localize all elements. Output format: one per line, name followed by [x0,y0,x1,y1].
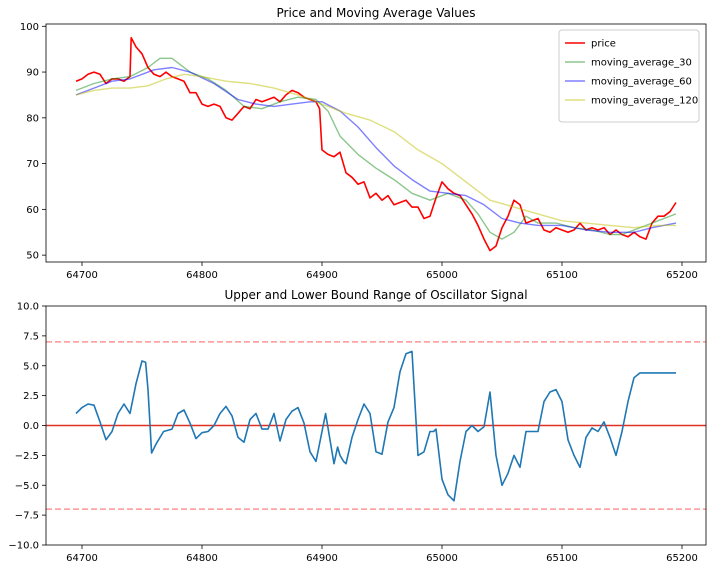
x-tick-label: 65100 [546,553,578,564]
series-line-moving-average-30 [75,57,677,240]
y-tick-label: −2.5 [15,451,39,462]
x-tick-label: 64700 [66,553,98,564]
y-tick-label: 0.0 [23,421,39,432]
y-tick-label: 50 [26,251,39,262]
legend-label: moving_average_120 [591,96,698,107]
y-tick-label: 5.0 [23,361,39,372]
legend-label: moving_average_30 [591,58,692,69]
series-line-moving-average-120 [75,73,676,229]
y-tick-label: −5.0 [15,481,39,492]
plot-frame [45,305,707,546]
chart-2: Upper and Lower Bound Range of Oscillato… [8,288,707,564]
y-tick-label: 60 [26,205,39,216]
x-tick-label: 64800 [186,553,218,564]
chart-title: Price and Moving Average Values [277,6,476,20]
x-tick-label: 65100 [546,270,578,281]
series-line-signal [75,350,676,502]
y-tick-label: 10.0 [17,302,39,313]
y-tick-label: −10.0 [8,541,39,552]
series-line-moving-average-60 [75,66,677,234]
y-tick-label: −7.5 [15,511,39,522]
plot-frame [45,23,707,263]
x-tick-label: 64800 [186,270,218,281]
y-tick-label: 90 [26,68,39,79]
x-tick-label: 65000 [426,553,458,564]
y-tick-label: 70 [26,159,39,170]
y-tick-label: 2.5 [23,391,39,402]
chart-1: Price and Moving Average Values 64700 6480… [20,6,707,281]
y-tick-label: 80 [26,113,39,124]
legend-label: moving_average_60 [591,77,692,88]
legend: price moving_average_30 moving_average_60m… [558,29,700,123]
y-tick-label: 100 [20,22,39,33]
y-tick-label: 7.5 [23,331,39,342]
legend-box [558,29,700,123]
x-tick-label: 64900 [306,270,338,281]
series-line-price [75,36,677,252]
legend-label: price [591,39,616,50]
chart-title: Upper and Lower Bound Range of Oscillato… [224,288,527,302]
x-tick-label: 65000 [426,270,458,281]
x-tick-label: 64700 [66,270,98,281]
x-tick-label: 64900 [306,553,338,564]
x-tick-label: 65200 [666,270,698,281]
x-tick-label: 65200 [666,553,698,564]
